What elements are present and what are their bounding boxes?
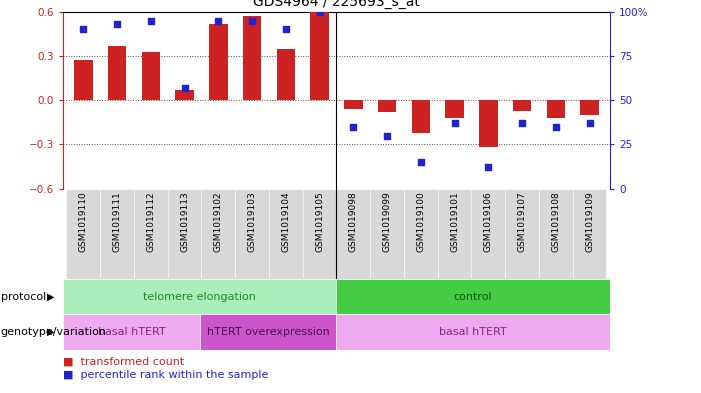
Bar bbox=[200, 314, 336, 350]
Text: basal hTERT: basal hTERT bbox=[97, 327, 165, 337]
Bar bbox=[269, 189, 303, 279]
Bar bbox=[311, 12, 329, 100]
Text: GSM1019112: GSM1019112 bbox=[147, 191, 156, 252]
Point bbox=[145, 17, 156, 24]
Bar bbox=[513, 100, 531, 110]
Bar bbox=[336, 279, 610, 314]
Bar bbox=[236, 189, 269, 279]
Bar bbox=[303, 189, 336, 279]
Bar bbox=[404, 189, 437, 279]
Text: GSM1019099: GSM1019099 bbox=[383, 191, 392, 252]
Bar bbox=[411, 100, 430, 132]
Text: GSM1019113: GSM1019113 bbox=[180, 191, 189, 252]
Text: protocol: protocol bbox=[1, 292, 46, 302]
Point bbox=[517, 120, 528, 126]
Text: GSM1019098: GSM1019098 bbox=[349, 191, 358, 252]
Text: GSM1019108: GSM1019108 bbox=[552, 191, 560, 252]
Bar bbox=[505, 189, 539, 279]
Text: GSM1019101: GSM1019101 bbox=[450, 191, 459, 252]
Point bbox=[179, 84, 190, 91]
Bar bbox=[344, 100, 362, 109]
Text: GSM1019104: GSM1019104 bbox=[281, 191, 290, 252]
Text: ■  transformed count: ■ transformed count bbox=[63, 356, 184, 367]
Point bbox=[584, 120, 595, 126]
Text: telomere elongation: telomere elongation bbox=[143, 292, 257, 302]
Text: GSM1019102: GSM1019102 bbox=[214, 191, 223, 252]
Text: GSM1019105: GSM1019105 bbox=[315, 191, 324, 252]
Bar bbox=[479, 100, 498, 147]
Bar bbox=[472, 189, 505, 279]
Bar bbox=[108, 46, 126, 100]
Bar bbox=[209, 24, 228, 100]
Bar bbox=[142, 51, 160, 100]
Bar bbox=[134, 189, 168, 279]
Bar bbox=[175, 90, 194, 100]
Point bbox=[280, 26, 292, 33]
Bar bbox=[547, 100, 565, 118]
Point bbox=[212, 17, 224, 24]
Bar bbox=[437, 189, 472, 279]
Text: hTERT overexpression: hTERT overexpression bbox=[207, 327, 329, 337]
Text: ■  percentile rank within the sample: ■ percentile rank within the sample bbox=[63, 370, 268, 380]
Point bbox=[111, 21, 123, 27]
Bar bbox=[63, 314, 200, 350]
Text: GSM1019109: GSM1019109 bbox=[585, 191, 594, 252]
Point bbox=[247, 17, 258, 24]
Point bbox=[415, 159, 426, 165]
Point bbox=[550, 123, 562, 130]
Bar bbox=[370, 189, 404, 279]
Bar bbox=[336, 189, 370, 279]
Point bbox=[381, 132, 393, 139]
Bar bbox=[74, 61, 93, 100]
Title: GDS4964 / 225693_s_at: GDS4964 / 225693_s_at bbox=[253, 0, 420, 9]
Text: GSM1019106: GSM1019106 bbox=[484, 191, 493, 252]
Point bbox=[348, 123, 359, 130]
Text: basal hTERT: basal hTERT bbox=[440, 327, 507, 337]
Text: ▶: ▶ bbox=[48, 327, 55, 337]
Bar bbox=[277, 49, 295, 100]
Bar bbox=[336, 314, 610, 350]
Bar bbox=[378, 100, 396, 112]
Text: GSM1019100: GSM1019100 bbox=[416, 191, 426, 252]
Bar bbox=[445, 100, 464, 118]
Bar bbox=[67, 189, 100, 279]
Point bbox=[314, 9, 325, 15]
Point bbox=[78, 26, 89, 33]
Bar bbox=[243, 16, 261, 100]
Bar bbox=[201, 189, 236, 279]
Text: ▶: ▶ bbox=[48, 292, 55, 302]
Bar bbox=[539, 189, 573, 279]
Bar bbox=[63, 279, 336, 314]
Bar bbox=[573, 189, 606, 279]
Point bbox=[483, 164, 494, 171]
Text: GSM1019103: GSM1019103 bbox=[247, 191, 257, 252]
Text: GSM1019111: GSM1019111 bbox=[113, 191, 121, 252]
Bar bbox=[580, 100, 599, 115]
Text: GSM1019110: GSM1019110 bbox=[79, 191, 88, 252]
Text: GSM1019107: GSM1019107 bbox=[517, 191, 526, 252]
Point bbox=[449, 120, 461, 126]
Bar bbox=[100, 189, 134, 279]
Bar bbox=[168, 189, 201, 279]
Text: genotype/variation: genotype/variation bbox=[1, 327, 107, 337]
Text: control: control bbox=[454, 292, 493, 302]
